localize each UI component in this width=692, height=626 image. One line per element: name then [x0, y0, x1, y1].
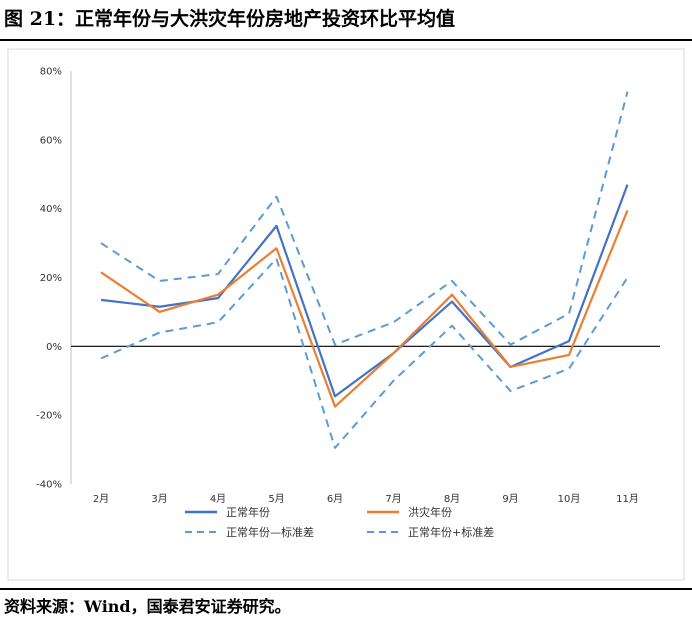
figure-title: 图 21：正常年份与大洪灾年份房地产投资环比平均值	[4, 8, 456, 30]
x-tick-label: 2月	[93, 493, 109, 505]
y-tick-label: -20%	[36, 411, 62, 422]
source-note: 资料来源：Wind，国泰君安证券研究。	[4, 597, 291, 616]
y-tick-label: 60%	[40, 135, 62, 146]
series-layer	[100, 91, 629, 449]
x-tick-label: 11月	[616, 493, 639, 505]
legend-label: 正常年份+标准差	[408, 525, 494, 539]
y-tick-label: 80%	[40, 67, 62, 78]
y-tick-label: 20%	[40, 273, 62, 284]
series-line-2	[100, 209, 629, 408]
y-tick-label: -40%	[36, 480, 62, 491]
x-tick-label: 4月	[210, 493, 226, 505]
legend-label: 洪灾年份	[408, 505, 452, 519]
line-chart: 80% 60% 40% 20% 0% -20% -40% 2月 3月 4月 5月 6月 7月 8月 9月 1…	[7, 48, 685, 581]
x-tick-label: 9月	[502, 493, 518, 505]
x-tick-label: 7月	[385, 493, 401, 505]
y-tick-label: 0%	[46, 342, 62, 353]
chart-frame	[7, 48, 685, 581]
x-tick-labels: 2月 3月 4月 5月 6月 7月 8月 9月 10月 11月	[93, 493, 639, 505]
y-tick-labels: 80% 60% 40% 20% 0% -20% -40%	[36, 67, 62, 491]
series-line-1	[100, 184, 629, 398]
y-tick-label: 40%	[40, 204, 62, 215]
x-tick-label: 10月	[558, 493, 581, 505]
series-line-3	[100, 257, 629, 449]
x-tick-label: 3月	[151, 493, 167, 505]
title-divider	[0, 39, 692, 41]
series-line-4	[100, 91, 629, 346]
legend-label: 正常年份—标准差	[226, 525, 314, 539]
source-divider	[0, 588, 692, 590]
x-tick-label: 8月	[444, 493, 460, 505]
x-tick-label: 6月	[327, 493, 343, 505]
x-tick-label: 5月	[268, 493, 284, 505]
legend-label: 正常年份	[226, 505, 270, 519]
